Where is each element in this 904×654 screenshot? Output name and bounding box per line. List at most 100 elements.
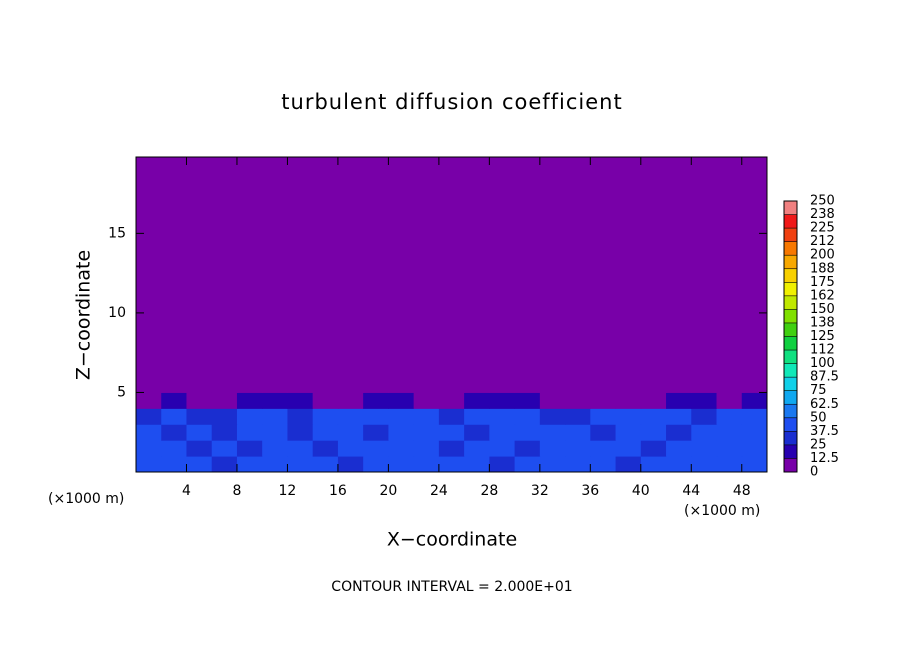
cell <box>539 392 566 409</box>
colorbar-label: 150 <box>810 302 835 317</box>
cell <box>363 424 389 441</box>
y-tick-label: 15 <box>108 225 126 241</box>
cell <box>337 392 364 409</box>
cell <box>211 408 238 425</box>
cell <box>211 440 238 457</box>
cell <box>590 424 617 441</box>
cell <box>262 392 288 409</box>
x-unit-label: (×1000 m) <box>684 503 760 519</box>
cell <box>161 408 187 425</box>
cell <box>413 456 440 473</box>
cell <box>337 408 364 425</box>
cell <box>615 408 642 425</box>
cell <box>666 440 692 457</box>
cell <box>489 456 516 473</box>
cell <box>716 408 743 425</box>
x-tick-label: 36 <box>581 483 599 499</box>
x-tick-label: 24 <box>430 483 448 499</box>
colorbar-band <box>784 201 797 215</box>
cell <box>741 157 768 393</box>
x-tick-label: 4 <box>182 483 191 499</box>
colorbar-band <box>784 390 797 405</box>
cell <box>413 392 440 409</box>
cell <box>136 157 162 393</box>
y-tick-label: 10 <box>108 305 126 321</box>
cell <box>287 392 314 409</box>
cell <box>741 456 768 473</box>
cell <box>211 424 238 441</box>
annotation: CONTOUR INTERVAL = 2.000E+01 <box>331 579 572 595</box>
cell <box>363 440 389 457</box>
cell <box>640 157 667 393</box>
cell <box>363 392 389 409</box>
cell <box>615 392 642 409</box>
x-tick-label: 8 <box>232 483 241 499</box>
chart-title: turbulent diffusion coefficient <box>281 90 622 114</box>
cell <box>287 440 314 457</box>
cell <box>590 456 617 473</box>
cell <box>186 392 213 409</box>
colorbar-label: 62.5 <box>810 397 839 412</box>
cell <box>312 408 339 425</box>
cell <box>615 424 642 441</box>
cell <box>590 392 617 409</box>
x-tick-label: 32 <box>531 483 549 499</box>
cell <box>337 157 364 393</box>
colorbar-band <box>784 322 797 337</box>
cell <box>666 392 692 409</box>
x-axis-label: X−coordinate <box>387 529 517 551</box>
cell <box>666 157 692 393</box>
cell <box>464 392 490 409</box>
cell <box>741 408 768 425</box>
y-unit-label: (×1000 m) <box>48 491 124 507</box>
colorbar-label: 212 <box>810 234 835 249</box>
cell <box>489 157 516 393</box>
cell <box>565 408 591 425</box>
colorbar-label: 100 <box>810 356 835 371</box>
cell <box>691 157 718 393</box>
cell <box>337 424 364 441</box>
colorbar-band <box>784 363 797 378</box>
cell <box>514 424 541 441</box>
cell <box>262 424 288 441</box>
cell <box>136 424 162 441</box>
cell <box>413 408 440 425</box>
x-tick-label: 12 <box>279 483 297 499</box>
cell <box>186 440 213 457</box>
cell <box>464 157 490 393</box>
cell <box>464 456 490 473</box>
colorbar-band <box>784 377 797 391</box>
colorbar-band <box>784 295 797 310</box>
x-tick-label: 16 <box>329 483 347 499</box>
colorbar-band <box>784 255 797 269</box>
plot-frame <box>135 156 768 473</box>
cell <box>438 440 465 457</box>
cell <box>337 456 364 473</box>
colorbar-label: 112 <box>810 343 835 358</box>
cell <box>514 157 541 393</box>
cell <box>186 424 213 441</box>
cell <box>539 157 566 393</box>
colorbar-label: 37.5 <box>810 424 839 439</box>
cell <box>136 392 162 409</box>
cell <box>691 392 718 409</box>
colorbar-label: 225 <box>810 221 835 236</box>
cell <box>413 424 440 441</box>
cell <box>388 392 415 409</box>
colorbar-band <box>784 350 797 364</box>
cell <box>161 157 187 393</box>
cell <box>666 424 692 441</box>
cell <box>514 440 541 457</box>
cell <box>464 408 490 425</box>
cell <box>287 424 314 441</box>
colorbar-band <box>784 404 797 418</box>
cell <box>514 456 541 473</box>
cell <box>615 440 642 457</box>
colorbar-label: 0 <box>810 465 818 480</box>
cell <box>565 456 591 473</box>
y-axis-label: Z−coordinate <box>73 250 95 380</box>
cell <box>136 456 162 473</box>
cell <box>236 424 263 441</box>
cell <box>691 456 718 473</box>
cell <box>640 456 667 473</box>
